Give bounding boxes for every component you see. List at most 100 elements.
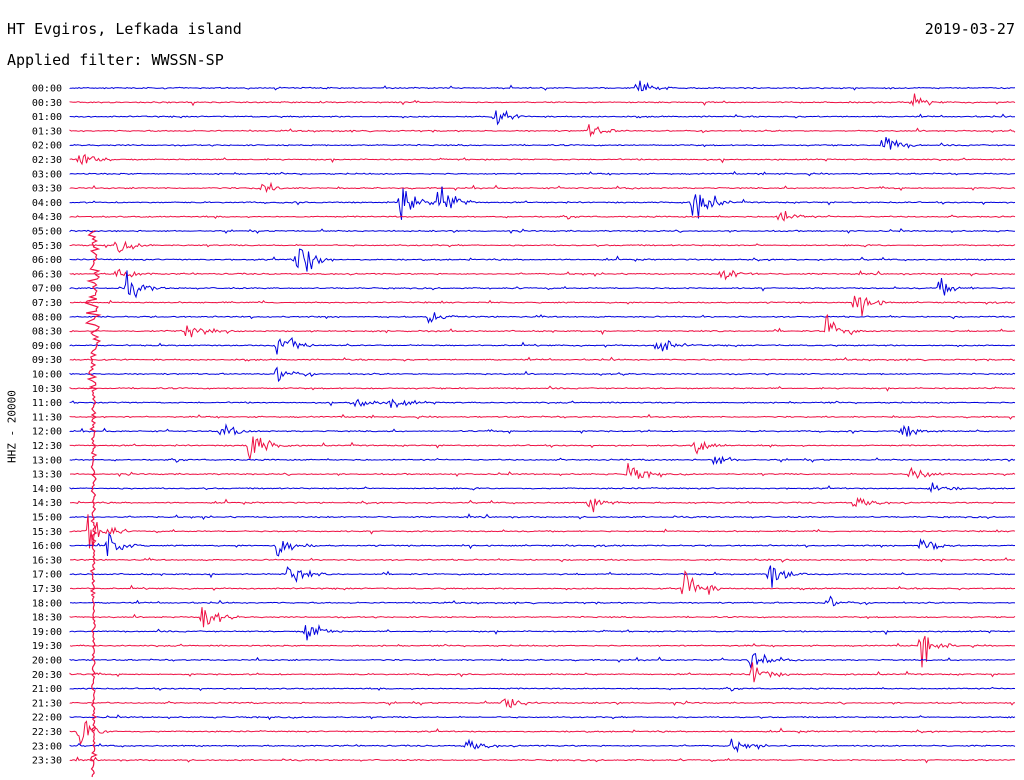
time-tick-label: 13:30 xyxy=(32,470,62,481)
time-tick-label: 08:00 xyxy=(32,312,62,323)
trace-line xyxy=(69,698,1016,709)
time-tick-label: 00:30 xyxy=(32,98,62,109)
trace-line xyxy=(69,80,1016,92)
time-tick-label: 17:00 xyxy=(32,570,62,581)
time-tick-label: 14:30 xyxy=(32,498,62,509)
time-tick-label: 09:00 xyxy=(32,341,62,352)
time-tick-label: 06:00 xyxy=(32,255,62,266)
trace-line xyxy=(69,653,1016,669)
trace-line xyxy=(69,314,1016,338)
time-tick-label: 09:30 xyxy=(32,355,62,366)
time-tick-label: 03:30 xyxy=(32,184,62,195)
trace-line xyxy=(69,482,1016,494)
time-tick-label: 04:30 xyxy=(32,212,62,223)
trace-line xyxy=(69,423,1016,437)
time-tick-label: 15:00 xyxy=(32,513,62,524)
trace-line xyxy=(69,532,1016,557)
trace-line xyxy=(69,455,1016,466)
time-tick-label: 00:00 xyxy=(32,84,62,95)
trace-line xyxy=(69,186,1016,220)
time-tick-label: 05:30 xyxy=(32,241,62,252)
large-earthquake-trace xyxy=(84,230,102,778)
trace-line xyxy=(69,738,1016,754)
trace-line xyxy=(69,356,1016,362)
trace-line xyxy=(69,686,1016,692)
time-tick-label: 20:00 xyxy=(32,656,62,667)
trace-line xyxy=(69,270,1016,299)
trace-line xyxy=(69,756,1016,764)
trace-line xyxy=(69,398,1016,409)
trace-line xyxy=(69,463,1016,480)
time-tick-label: 01:30 xyxy=(32,126,62,137)
time-tick-label: 23:00 xyxy=(32,741,62,752)
trace-line xyxy=(69,366,1016,383)
trace-line xyxy=(69,662,1016,683)
trace-line xyxy=(69,248,1016,272)
station-title: HT Evgiros, Lefkada island xyxy=(7,20,242,38)
trace-line xyxy=(69,268,1016,281)
trace-line xyxy=(69,109,1016,126)
trace-line xyxy=(69,565,1016,588)
trace-line xyxy=(69,385,1016,392)
trace-line xyxy=(69,153,1016,166)
time-tick-label: 15:30 xyxy=(32,527,62,538)
trace-line xyxy=(69,623,1016,641)
time-tick-label: 03:00 xyxy=(32,169,62,180)
trace-line xyxy=(69,170,1016,177)
time-tick-label: 21:30 xyxy=(32,698,62,709)
trace-line xyxy=(69,436,1016,460)
time-tick-label: 02:30 xyxy=(32,155,62,166)
time-tick-label: 11:30 xyxy=(32,412,62,423)
filter-label: Applied filter: WWSSN-SP xyxy=(7,51,224,69)
time-tick-label: 21:00 xyxy=(32,684,62,695)
time-tick-label: 07:30 xyxy=(32,298,62,309)
time-tick-label: 20:30 xyxy=(32,670,62,681)
time-tick-label: 07:00 xyxy=(32,284,62,295)
trace-line xyxy=(69,312,1016,324)
trace-line xyxy=(69,557,1016,563)
trace-line xyxy=(69,413,1016,420)
time-tick-label: 22:30 xyxy=(32,727,62,738)
time-tick-label: 16:00 xyxy=(32,541,62,552)
time-tick-label: 04:00 xyxy=(32,198,62,209)
trace-line xyxy=(69,635,1015,668)
trace-line xyxy=(69,595,1016,607)
time-tick-label: 19:30 xyxy=(32,641,62,652)
time-tick-label: 18:00 xyxy=(32,598,62,609)
time-tick-label: 22:00 xyxy=(32,713,62,724)
time-tick-label: 06:30 xyxy=(32,269,62,280)
trace-line xyxy=(69,228,1016,234)
trace-line xyxy=(69,714,1016,721)
time-tick-label: 12:30 xyxy=(32,441,62,452)
time-tick-label: 18:30 xyxy=(32,613,62,624)
trace-line xyxy=(69,513,1016,521)
trace-line xyxy=(69,210,1016,222)
trace-line xyxy=(69,240,1016,253)
time-tick-label: 01:00 xyxy=(32,112,62,123)
trace-line xyxy=(69,569,1016,595)
time-tick-label: 14:00 xyxy=(32,484,62,495)
trace-line xyxy=(69,607,1016,628)
trace-line xyxy=(69,720,1016,746)
time-tick-label: 05:00 xyxy=(32,227,62,238)
time-tick-label: 19:00 xyxy=(32,627,62,638)
trace-line xyxy=(69,337,1015,355)
time-tick-label: 13:00 xyxy=(32,455,62,466)
date-label: 2019-03-27 xyxy=(924,20,1015,38)
time-tick-label: 10:30 xyxy=(32,384,62,395)
time-tick-label: 11:00 xyxy=(32,398,62,409)
trace-line xyxy=(69,295,1016,316)
trace-line xyxy=(69,136,1016,150)
time-tick-label: 08:30 xyxy=(32,327,62,338)
time-tick-label: 10:00 xyxy=(32,370,62,381)
trace-line xyxy=(69,124,1016,138)
time-tick-label: 12:00 xyxy=(32,427,62,438)
time-tick-label: 02:00 xyxy=(32,141,62,152)
time-tick-label: 16:30 xyxy=(32,555,62,566)
time-tick-label: 17:30 xyxy=(32,584,62,595)
trace-line xyxy=(69,93,1016,107)
trace-line xyxy=(69,514,1016,549)
trace-line xyxy=(69,181,1016,194)
trace-line xyxy=(70,496,1016,513)
